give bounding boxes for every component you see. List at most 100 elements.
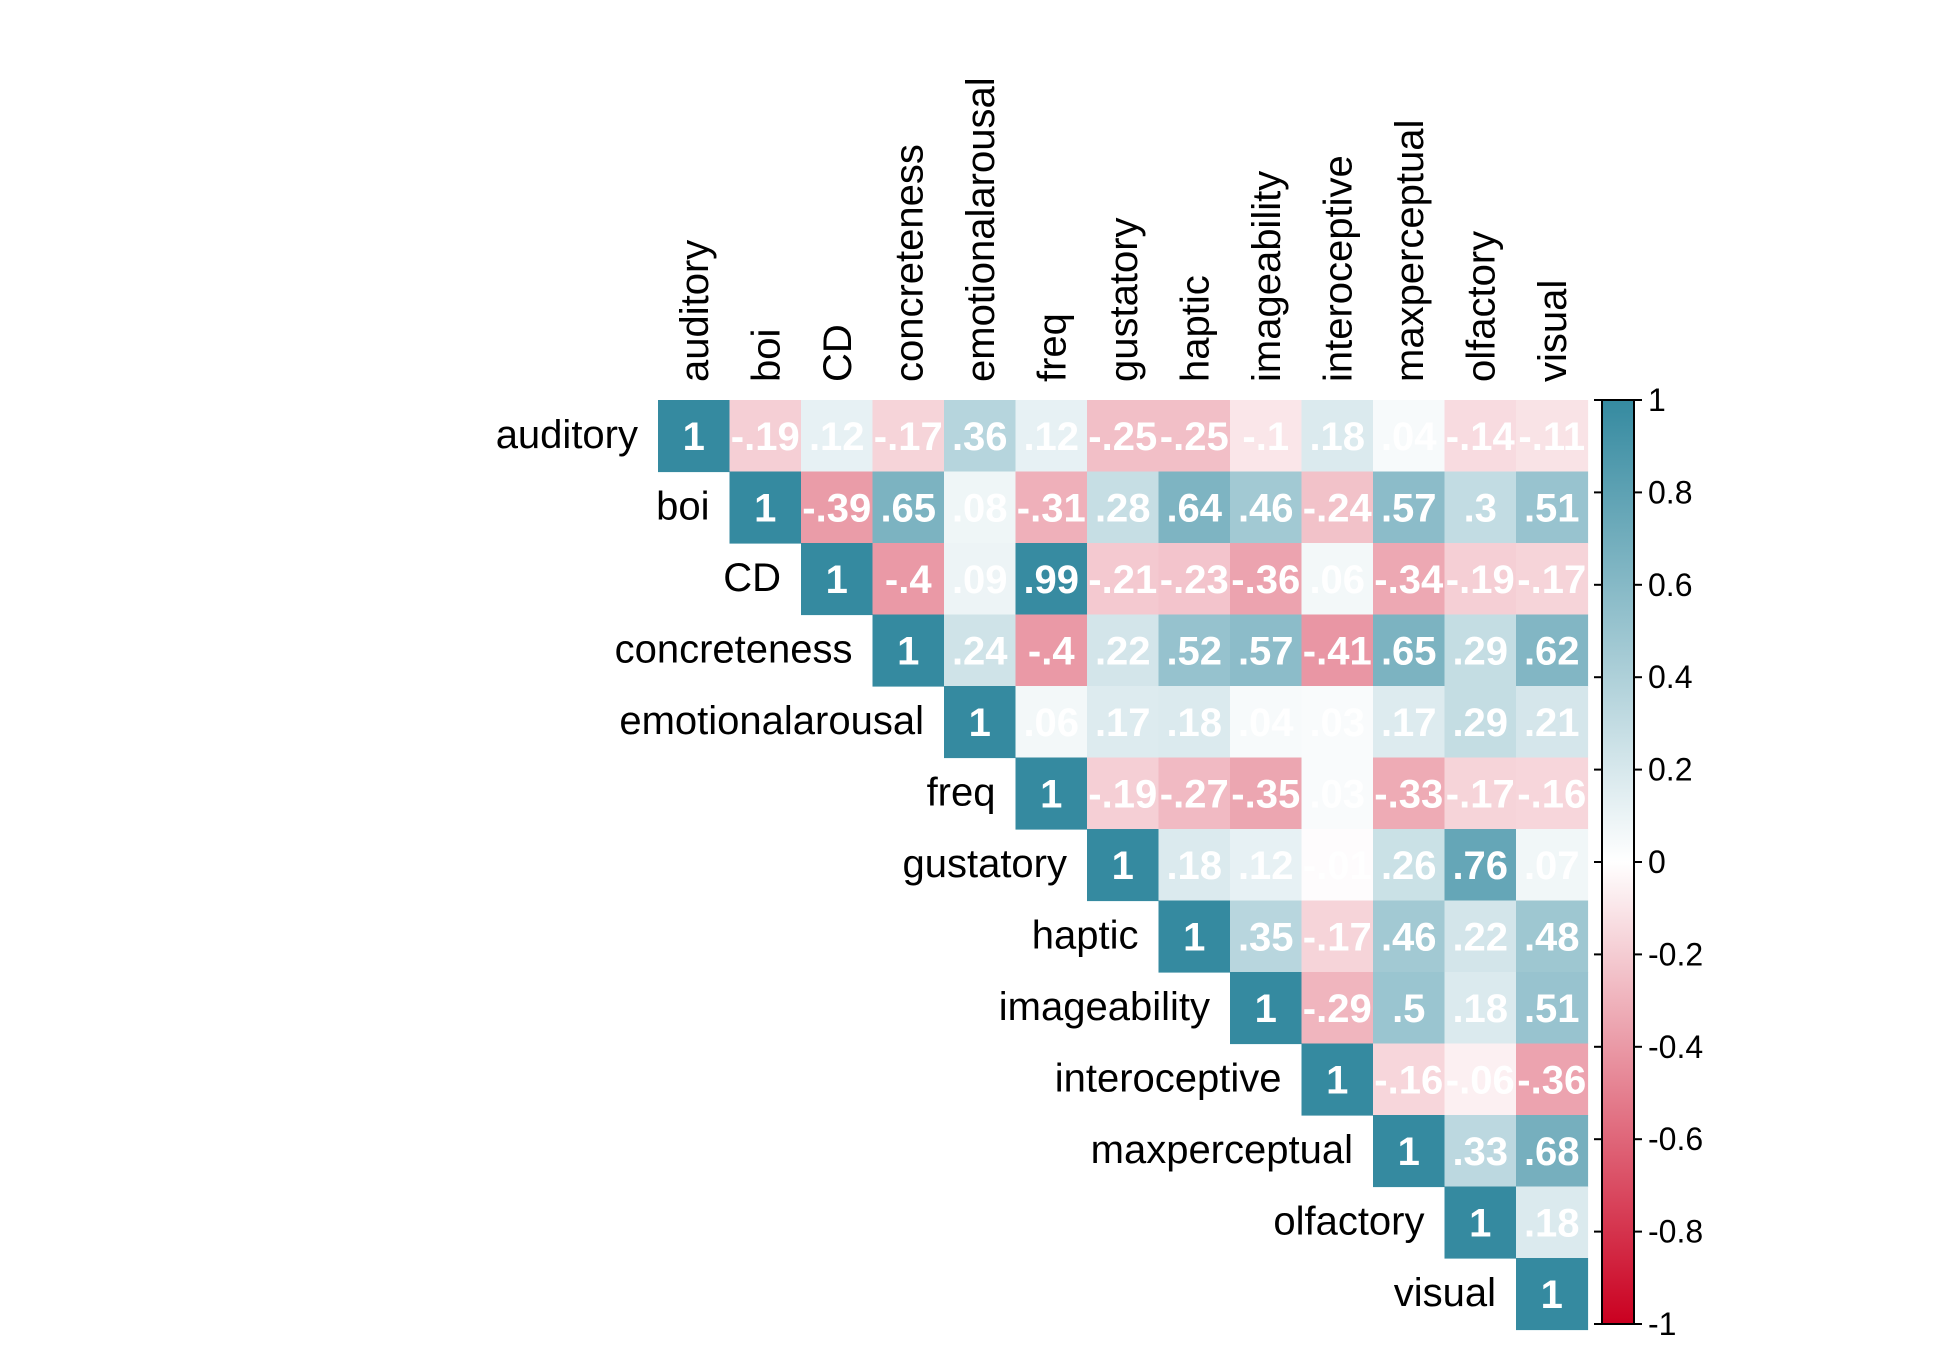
- cell-value-boi-concreteness: .65: [880, 486, 936, 530]
- cell-auditory-haptic: [1158, 400, 1231, 473]
- cell-auditory-visual: [1516, 400, 1589, 473]
- cell-gustatory-maxperceptual: [1373, 829, 1446, 902]
- cell-boi-gustatory: [1087, 471, 1160, 544]
- column-label-gustatory: gustatory: [1102, 217, 1146, 382]
- cell-emotionalarousal-interoceptive: [1301, 686, 1374, 759]
- cell-value-gustatory-interoceptive: -.01: [1303, 844, 1372, 888]
- cell-emotionalarousal-imageability: [1230, 686, 1303, 759]
- cell-value-auditory-freq: .12: [1023, 415, 1079, 459]
- cell-value-olfactory-olfactory: 1: [1469, 1201, 1491, 1245]
- cell-value-emotionalarousal-freq: .06: [1023, 701, 1079, 745]
- cell-value-CD-olfactory: -.19: [1446, 558, 1515, 602]
- cell-concreteness-visual: [1516, 614, 1589, 687]
- row-label-interoceptive: interoceptive: [1055, 1057, 1282, 1101]
- color-legend-bar: [1601, 399, 1635, 1325]
- column-label-boi: boi: [744, 329, 788, 382]
- cell-haptic-haptic: [1158, 900, 1231, 973]
- cell-concreteness-freq: [1015, 614, 1088, 687]
- cell-boi-maxperceptual: [1373, 471, 1446, 544]
- cell-auditory-boi: [729, 400, 802, 473]
- cell-value-auditory-maxperceptual: .04: [1381, 415, 1437, 459]
- cell-boi-olfactory: [1444, 471, 1517, 544]
- cell-auditory-CD: [801, 400, 874, 473]
- cell-value-emotionalarousal-maxperceptual: .17: [1381, 701, 1437, 745]
- cell-concreteness-gustatory: [1087, 614, 1160, 687]
- cell-value-CD-imageability: -.36: [1231, 558, 1300, 602]
- cell-boi-visual: [1516, 471, 1589, 544]
- cell-value-freq-maxperceptual: -.33: [1374, 772, 1443, 816]
- cell-value-concreteness-haptic: .52: [1166, 629, 1222, 673]
- cell-concreteness-interoceptive: [1301, 614, 1374, 687]
- cell-value-gustatory-maxperceptual: .26: [1381, 844, 1437, 888]
- cell-emotionalarousal-haptic: [1158, 686, 1231, 759]
- cell-value-interoceptive-olfactory: -.06: [1446, 1058, 1515, 1102]
- cell-value-boi-CD: -.39: [802, 486, 871, 530]
- cell-value-emotionalarousal-olfactory: .29: [1452, 701, 1508, 745]
- cell-interoceptive-interoceptive: [1301, 1043, 1374, 1116]
- cell-value-auditory-interoceptive: .18: [1309, 415, 1365, 459]
- cell-haptic-imageability: [1230, 900, 1303, 973]
- cell-auditory-interoceptive: [1301, 400, 1374, 473]
- cell-CD-visual: [1516, 543, 1589, 616]
- cell-interoceptive-visual: [1516, 1043, 1589, 1116]
- cell-value-boi-boi: 1: [754, 486, 776, 530]
- cell-gustatory-visual: [1516, 829, 1589, 902]
- cell-value-emotionalarousal-emotionalarousal: 1: [969, 701, 991, 745]
- cell-CD-CD: [801, 543, 874, 616]
- cell-value-concreteness-gustatory: .22: [1095, 629, 1151, 673]
- cell-emotionalarousal-emotionalarousal: [944, 686, 1017, 759]
- color-legend-tick-label: -1: [1648, 1306, 1676, 1342]
- cell-boi-freq: [1015, 471, 1088, 544]
- row-label-auditory: auditory: [496, 413, 638, 457]
- cell-auditory-olfactory: [1444, 400, 1517, 473]
- row-label-maxperceptual: maxperceptual: [1091, 1128, 1353, 1172]
- cell-concreteness-haptic: [1158, 614, 1231, 687]
- cell-CD-gustatory: [1087, 543, 1160, 616]
- cell-freq-olfactory: [1444, 757, 1517, 830]
- cell-value-maxperceptual-maxperceptual: 1: [1398, 1130, 1420, 1174]
- cell-CD-maxperceptual: [1373, 543, 1446, 616]
- cell-value-boi-haptic: .64: [1166, 486, 1222, 530]
- cell-value-emotionalarousal-imageability: .04: [1238, 701, 1294, 745]
- cell-value-boi-freq: -.31: [1017, 486, 1086, 530]
- cell-auditory-concreteness: [872, 400, 945, 473]
- cell-gustatory-interoceptive: [1301, 829, 1374, 902]
- column-label-freq: freq: [1030, 313, 1074, 382]
- cell-haptic-interoceptive: [1301, 900, 1374, 973]
- cell-auditory-imageability: [1230, 400, 1303, 473]
- cell-value-concreteness-imageability: .57: [1238, 629, 1294, 673]
- cell-boi-emotionalarousal: [944, 471, 1017, 544]
- color-legend: 1 0.8 0.6 0.4 0.2 0 -0.2 -0.4 -0.6 -0.8 -1: [1594, 382, 1703, 1342]
- cell-concreteness-concreteness: [872, 614, 945, 687]
- cell-value-freq-imageability: -.35: [1231, 772, 1300, 816]
- cell-imageability-visual: [1516, 972, 1589, 1045]
- cell-value-auditory-boi: -.19: [731, 415, 800, 459]
- cell-value-CD-emotionalarousal: .09: [952, 558, 1008, 602]
- color-legend-tick-label: 0.2: [1648, 752, 1692, 788]
- cell-emotionalarousal-maxperceptual: [1373, 686, 1446, 759]
- cell-visual-visual: [1516, 1258, 1589, 1331]
- cell-value-imageability-visual: .51: [1524, 987, 1580, 1031]
- cell-value-imageability-maxperceptual: .5: [1392, 987, 1425, 1031]
- cell-value-concreteness-emotionalarousal: .24: [952, 629, 1008, 673]
- color-legend-tick-label: -0.4: [1648, 1029, 1703, 1065]
- cell-value-CD-gustatory: -.21: [1088, 558, 1157, 602]
- cell-value-interoceptive-maxperceptual: -.16: [1374, 1058, 1443, 1102]
- cell-emotionalarousal-olfactory: [1444, 686, 1517, 759]
- cell-value-interoceptive-visual: -.36: [1517, 1058, 1586, 1102]
- cell-value-haptic-haptic: 1: [1183, 915, 1205, 959]
- cell-value-boi-olfactory: .3: [1464, 486, 1497, 530]
- cell-value-freq-haptic: -.27: [1160, 772, 1229, 816]
- cell-value-auditory-CD: .12: [809, 415, 865, 459]
- cell-value-freq-interoceptive: .03: [1309, 772, 1365, 816]
- cell-maxperceptual-olfactory: [1444, 1115, 1517, 1188]
- cell-boi-imageability: [1230, 471, 1303, 544]
- cell-olfactory-olfactory: [1444, 1186, 1517, 1259]
- cell-value-boi-gustatory: .28: [1095, 486, 1151, 530]
- cell-value-olfactory-visual: .18: [1524, 1201, 1580, 1245]
- color-legend-tick-label: -0.6: [1648, 1121, 1703, 1157]
- cell-interoceptive-olfactory: [1444, 1043, 1517, 1116]
- column-label-visual: visual: [1531, 280, 1575, 382]
- cell-value-CD-concreteness: -.4: [885, 558, 932, 602]
